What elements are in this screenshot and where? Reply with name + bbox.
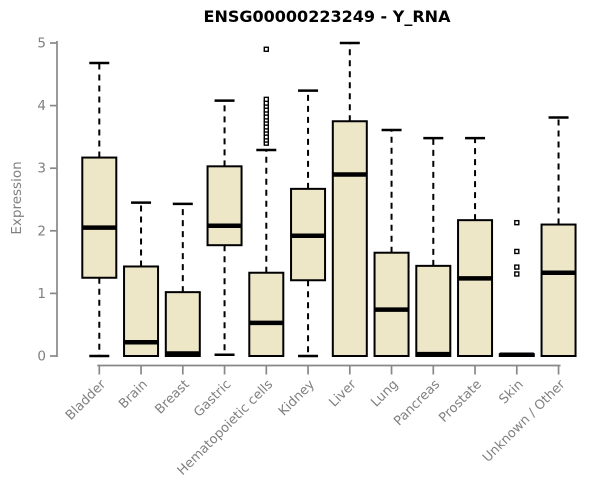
x-category-label: Lung [368,377,401,410]
x-category-label: Brain [116,377,151,412]
x-category-label: Breast [152,377,192,417]
x-category-label: Kidney [276,377,318,419]
box [540,223,577,357]
box [457,219,494,357]
box [373,251,410,358]
y-tick-label: 3 [37,161,46,177]
outlier-point [263,46,269,52]
outlier-point [514,248,520,255]
outlier-point [263,96,269,103]
outlier-point [514,219,520,226]
y-tick-label: 1 [37,286,46,302]
y-tick-label: 2 [37,223,46,239]
x-category-label: Prostate [436,377,484,425]
box [331,120,368,357]
x-category-label: Skin [496,377,526,407]
x-category-label: Pancreas [391,377,443,429]
y-tick-label: 5 [37,36,46,52]
y-tick-label: 0 [37,349,46,365]
box [164,291,201,358]
x-category-label: Unknown / Other [480,377,569,466]
x-category-label: Liver [326,377,360,411]
y-tick-label: 4 [37,98,46,114]
outlier-point [514,271,520,277]
x-category-label: Bladder [63,377,110,424]
outlier-point [514,264,520,270]
chart-title: ENSG00000223249 - Y_RNA [203,7,451,26]
box [206,165,243,247]
box [81,156,118,279]
box [248,271,285,358]
box [415,264,452,357]
